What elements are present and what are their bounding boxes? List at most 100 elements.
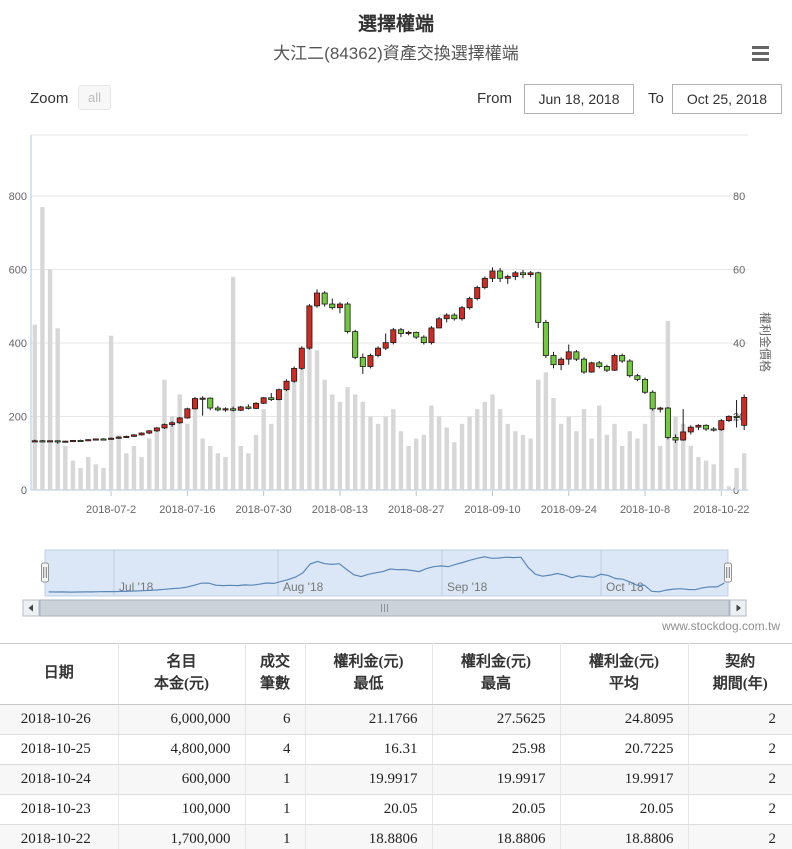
scrollbar-left-arrow[interactable]: [22, 599, 40, 617]
navigator[interactable]: Jul '18 Aug '18 Sep '18 Oct '18: [41, 549, 732, 597]
table-cell: 25.98: [432, 734, 561, 765]
table-cell: 20.05: [560, 794, 689, 825]
candle-up: [108, 437, 115, 440]
candle-up: [558, 358, 565, 366]
volume-bar: [391, 409, 396, 490]
volume-bar: [78, 467, 83, 490]
volume-bar: [86, 456, 91, 490]
volume-bar: [406, 445, 411, 490]
volume-bar: [63, 445, 68, 490]
x-axis-tick-label: 2018-07-16: [159, 504, 215, 516]
candle-up: [85, 439, 92, 442]
table-cell: 4: [245, 734, 306, 765]
volume-bar: [436, 416, 442, 490]
candlestick-chart[interactable]: 0200400600800020406080權利金價格2018-07-22018…: [0, 0, 792, 640]
candle-up: [253, 402, 260, 409]
table-cell: 19.9917: [560, 764, 689, 795]
candle-up: [115, 436, 122, 439]
volume-bar: [612, 423, 617, 490]
volume-bar: [619, 445, 625, 490]
scrollbar[interactable]: [22, 599, 747, 617]
table-cell: 1: [245, 764, 306, 795]
volume-bar: [558, 423, 564, 490]
table-column-header: 權利金(元) 最低: [305, 643, 433, 705]
x-axis-tick-label: 2018-08-27: [388, 504, 444, 516]
candle-up: [222, 408, 229, 411]
table-cell: 24.8095: [560, 704, 689, 735]
candle-down: [420, 336, 427, 344]
candle-up: [176, 417, 183, 424]
table-cell: 2018-10-26: [0, 704, 119, 735]
table-cell: 19.9917: [432, 764, 561, 795]
volume-bar: [673, 416, 678, 490]
x-axis-tick-label: 2018-08-13: [312, 504, 368, 516]
candle-down: [619, 355, 626, 362]
from-date-input[interactable]: [524, 84, 634, 114]
grid: 0200400600800020406080權利金價格2018-07-22018…: [9, 134, 773, 516]
volume-bar: [467, 416, 472, 490]
volume-bar: [711, 464, 716, 490]
candle-up: [428, 327, 435, 344]
candle-down: [634, 375, 641, 380]
table-column-header: 名目 本金(元): [118, 643, 246, 705]
candle-up: [138, 432, 145, 436]
candle-down: [642, 378, 649, 393]
volume-bar: [238, 445, 243, 490]
candle-up: [283, 380, 290, 391]
volume-bar: [551, 398, 556, 490]
volume-bar: [642, 423, 648, 490]
table-cell: 6,000,000: [118, 704, 246, 735]
y-axis-right-tick: 60: [733, 265, 745, 277]
candle-down: [329, 303, 336, 309]
chart-subtitle: 大江二(84362)資產交換選擇權端: [273, 44, 519, 63]
volume-bar: [688, 445, 693, 490]
table-cell: 20.05: [432, 794, 561, 825]
candle-down: [39, 440, 46, 443]
volume-bar: [345, 387, 350, 490]
candle-down: [710, 428, 717, 431]
volume-bar: [101, 467, 106, 490]
candle-up: [588, 362, 595, 373]
volume-bar: [680, 423, 686, 490]
watermark: www.stockdog.com.tw: [661, 619, 780, 633]
candle-down: [207, 397, 214, 409]
candle-up: [375, 347, 382, 356]
volume-bar: [223, 456, 228, 490]
volume-bar: [696, 456, 701, 490]
hamburger-menu-icon[interactable]: [752, 46, 769, 61]
table-cell: 2: [688, 764, 792, 795]
candle-up: [512, 272, 519, 277]
volume-bar: [658, 445, 663, 490]
candlestick-series: [31, 267, 748, 444]
table-cell: 2018-10-22: [0, 824, 119, 849]
volume-bar: [635, 438, 640, 490]
table-cell: 1,700,000: [118, 824, 246, 849]
candle-up: [481, 277, 488, 288]
volume-bar: [93, 464, 99, 490]
table-column-header: 日期: [0, 643, 119, 705]
volume-bar: [505, 423, 510, 490]
table-cell: 2: [688, 794, 792, 825]
candle-up: [31, 440, 38, 443]
candle-down: [100, 438, 107, 441]
from-label: From: [477, 90, 512, 107]
candle-up: [565, 351, 572, 360]
to-date-input[interactable]: [672, 84, 782, 114]
navigator-left-handle[interactable]: [41, 562, 49, 583]
volume-bar: [124, 453, 129, 490]
candle-up: [199, 397, 206, 400]
volume-bar: [40, 207, 45, 490]
hamburger-bar: [752, 46, 769, 49]
candle-down: [519, 272, 526, 276]
navigator-right-handle[interactable]: [724, 562, 732, 583]
candle-down: [603, 366, 610, 371]
candle-up: [336, 303, 343, 309]
volume-bar: [55, 328, 60, 490]
volume-bar: [375, 423, 381, 490]
scrollbar-right-arrow[interactable]: [729, 599, 747, 617]
candle-down: [596, 362, 603, 367]
volume-bar: [215, 453, 221, 490]
zoom-all-button[interactable]: all: [78, 85, 112, 110]
volume-bar: [734, 467, 739, 490]
y-axis-left-tick: 0: [21, 485, 27, 497]
